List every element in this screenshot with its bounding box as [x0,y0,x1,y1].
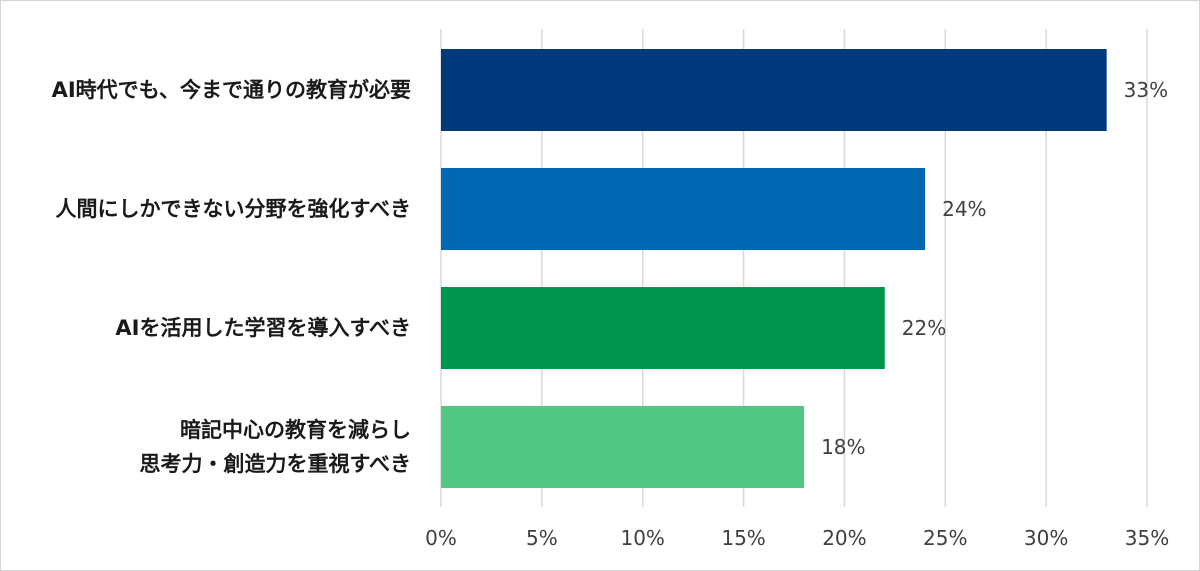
x-tick-label-0: 0% [425,526,457,550]
category-label-0: AI時代でも、今まで通りの教育が必要 [52,78,411,102]
category-label-1: 人間にしかできない分野を強化すべき [55,197,411,221]
bar-0 [441,49,1107,131]
category-label-2: AIを活用した学習を導入すべき [115,316,411,340]
x-tick-label-2: 10% [620,526,664,550]
x-tick-label-7: 35% [1125,526,1169,550]
data-label-1: 24% [942,197,986,221]
category-label-3-line-0: 暗記中心の教育を減らし [180,418,411,442]
x-tick-label-4: 20% [822,526,866,550]
data-label-2: 22% [902,316,946,340]
bar-1 [441,168,926,250]
x-tick-label-5: 25% [923,526,967,550]
data-label-3: 18% [821,435,865,459]
bar-2 [441,287,885,369]
category-label-3-line-1: 思考力・創造力を重視すべき [139,452,411,476]
x-tick-label-1: 5% [526,526,558,550]
x-tick-label-3: 15% [721,526,765,550]
bar-3 [441,406,805,488]
data-label-0: 33% [1124,78,1168,102]
x-tick-label-6: 30% [1024,526,1068,550]
